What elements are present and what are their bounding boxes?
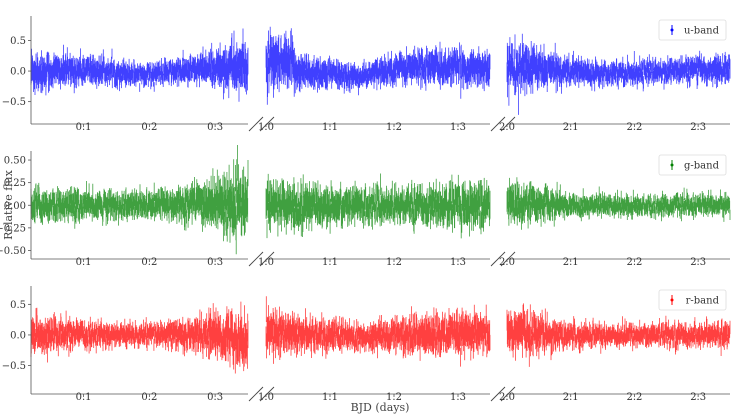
y-tick-label: −0.5 bbox=[2, 361, 26, 372]
u-band-errorbars bbox=[265, 26, 491, 105]
x-tick-label: 2.1 bbox=[563, 257, 579, 268]
x-tick-label: 2.3 bbox=[690, 392, 706, 403]
x-tick-label: 1.3 bbox=[450, 257, 466, 268]
y-axis-label: Relative flux bbox=[2, 169, 15, 239]
x-tick-label: 0.1 bbox=[76, 122, 92, 133]
y-tick-label: 0.0 bbox=[10, 330, 26, 341]
x-tick-label: 0.2 bbox=[141, 392, 157, 403]
legend-r-band: r-band bbox=[658, 289, 727, 311]
x-tick-label: 1.2 bbox=[386, 122, 402, 133]
panels: 0.1 0.2 0.3 1.0 1.1 1.2 1.3 2.0 2.1 2.2 2.3 −0.5 0.0… bbox=[0, 16, 731, 403]
axis-break-mark bbox=[490, 386, 506, 402]
x-tick-label: 1.0 bbox=[258, 257, 274, 268]
x-tick-label: 0.2 bbox=[141, 257, 157, 268]
u-band-errorbars bbox=[30, 28, 249, 102]
axis-break-mark bbox=[490, 251, 506, 267]
axis-break-mark bbox=[500, 116, 516, 132]
x-tick-label: 1.3 bbox=[450, 392, 466, 403]
x-tick-label: 2.1 bbox=[563, 392, 579, 403]
panel-g-band: 0.1 0.2 0.3 1.0 1.1 1.2 1.3 2.0 2.1 2.2 2.3 −0.50 −0… bbox=[0, 145, 731, 268]
u-band-errorbars bbox=[506, 33, 731, 115]
axis-break-mark bbox=[248, 386, 264, 402]
g-band-errorbars bbox=[265, 173, 491, 239]
y-tick-label: 0.25 bbox=[4, 178, 26, 189]
x-tick-label: 2.0 bbox=[499, 257, 515, 268]
y-tick-label: 0.5 bbox=[10, 36, 26, 47]
y-tick-label: 0.50 bbox=[4, 156, 26, 167]
g-band-errorbars bbox=[506, 177, 731, 230]
x-tick-label: 0.1 bbox=[76, 392, 92, 403]
axis-break-mark bbox=[490, 116, 506, 132]
x-tick-label: 1.0 bbox=[258, 122, 274, 133]
axis-break-mark bbox=[500, 251, 516, 267]
x-tick-label: 1.1 bbox=[322, 257, 338, 268]
x-tick-label: 2.1 bbox=[563, 122, 579, 133]
x-tick-label: 2.3 bbox=[690, 122, 706, 133]
g-band-errorbars bbox=[30, 145, 249, 255]
x-tick-label: 0.3 bbox=[207, 392, 223, 403]
panel-u-band: 0.1 0.2 0.3 1.0 1.1 1.2 1.3 2.0 2.1 2.2 2.3 −0.5 0.0… bbox=[2, 16, 731, 133]
y-tick-label: −0.50 bbox=[0, 246, 26, 257]
y-tick-label: −0.5 bbox=[2, 97, 26, 108]
axis-break-mark bbox=[248, 116, 264, 132]
legend-label: g-band bbox=[684, 161, 720, 172]
r-band-errorbars bbox=[506, 303, 731, 367]
x-tick-label: 0.1 bbox=[76, 257, 92, 268]
y-tick-label: 0.00 bbox=[4, 201, 26, 212]
r-band-errorbars bbox=[30, 301, 249, 374]
x-tick-label: 1.2 bbox=[386, 392, 402, 403]
legend-label: r-band bbox=[686, 296, 720, 307]
legend-label: u-band bbox=[684, 26, 720, 37]
y-tick-label: 0.5 bbox=[10, 300, 26, 311]
x-tick-label: 0.3 bbox=[207, 257, 223, 268]
x-tick-label: 1.3 bbox=[450, 122, 466, 133]
x-tick-label: 2.2 bbox=[626, 122, 642, 133]
x-tick-label: 2.2 bbox=[626, 257, 642, 268]
panel-r-band: 0.1 0.2 0.3 1.0 1.1 1.2 1.3 2.0 2.1 2.2 2.3 −0.5 0.0… bbox=[2, 286, 731, 403]
x-tick-label: 0.2 bbox=[141, 122, 157, 133]
legend-u-band: u-band bbox=[658, 19, 727, 41]
y-tick-label: −0.25 bbox=[0, 223, 26, 234]
y-tick-label: 0.0 bbox=[10, 67, 26, 78]
x-tick-label: 2.2 bbox=[626, 392, 642, 403]
axis-break-mark bbox=[259, 116, 275, 132]
x-tick-label: 2.0 bbox=[499, 122, 515, 133]
x-tick-label: 1.0 bbox=[258, 392, 274, 403]
x-tick-label: 2.3 bbox=[690, 257, 706, 268]
x-tick-label: 2.0 bbox=[499, 392, 515, 403]
axis-break-mark bbox=[259, 386, 275, 402]
axis-break-mark bbox=[500, 386, 516, 402]
x-tick-label: 1.1 bbox=[322, 122, 338, 133]
axis-break-mark bbox=[259, 251, 275, 267]
x-tick-label: 1.2 bbox=[386, 257, 402, 268]
x-axis-label: BJD (days) bbox=[351, 401, 410, 414]
legend-g-band: g-band bbox=[658, 154, 727, 176]
r-band-errorbars bbox=[265, 296, 491, 367]
x-tick-label: 1.1 bbox=[322, 392, 338, 403]
axis-break-mark bbox=[248, 251, 264, 267]
x-tick-label: 0.3 bbox=[207, 122, 223, 133]
